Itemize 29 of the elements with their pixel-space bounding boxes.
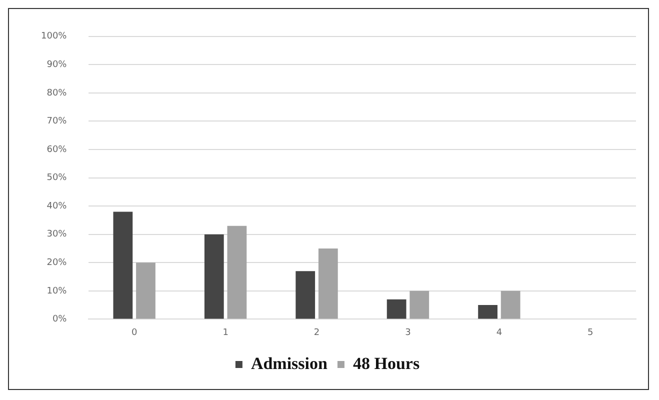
bar — [296, 271, 316, 319]
y-tick-label: 10% — [46, 286, 68, 296]
bar — [227, 226, 247, 319]
bar — [386, 299, 406, 319]
y-tick-label: 20% — [46, 258, 68, 268]
x-tick-label: 0 — [131, 328, 138, 338]
bar — [410, 290, 430, 319]
y-tick-label: 30% — [46, 230, 68, 240]
y-tick-label: 50% — [46, 173, 68, 184]
bar — [136, 262, 156, 319]
y-tick-label: 60% — [46, 144, 68, 155]
x-tick-label: 5 — [588, 328, 594, 338]
bar — [500, 290, 520, 319]
bar — [204, 234, 224, 319]
y-tick-label: 100% — [40, 32, 68, 42]
y-tick-label: 70% — [46, 116, 68, 127]
x-tick-label: 1 — [222, 328, 228, 338]
y-tick-label: 80% — [46, 88, 68, 98]
legend-label: Admission — [250, 354, 328, 373]
y-tick-label: 0% — [52, 314, 68, 325]
x-tick-label: 2 — [314, 328, 320, 338]
legend-label: 48 Hours — [352, 354, 420, 373]
y-tick-label: 90% — [46, 60, 68, 70]
x-tick-label: 3 — [405, 328, 411, 338]
bar — [113, 212, 133, 319]
x-tick-label: 4 — [496, 328, 502, 338]
y-tick-label: 40% — [46, 201, 68, 212]
bar — [318, 248, 338, 319]
bar — [478, 305, 498, 319]
